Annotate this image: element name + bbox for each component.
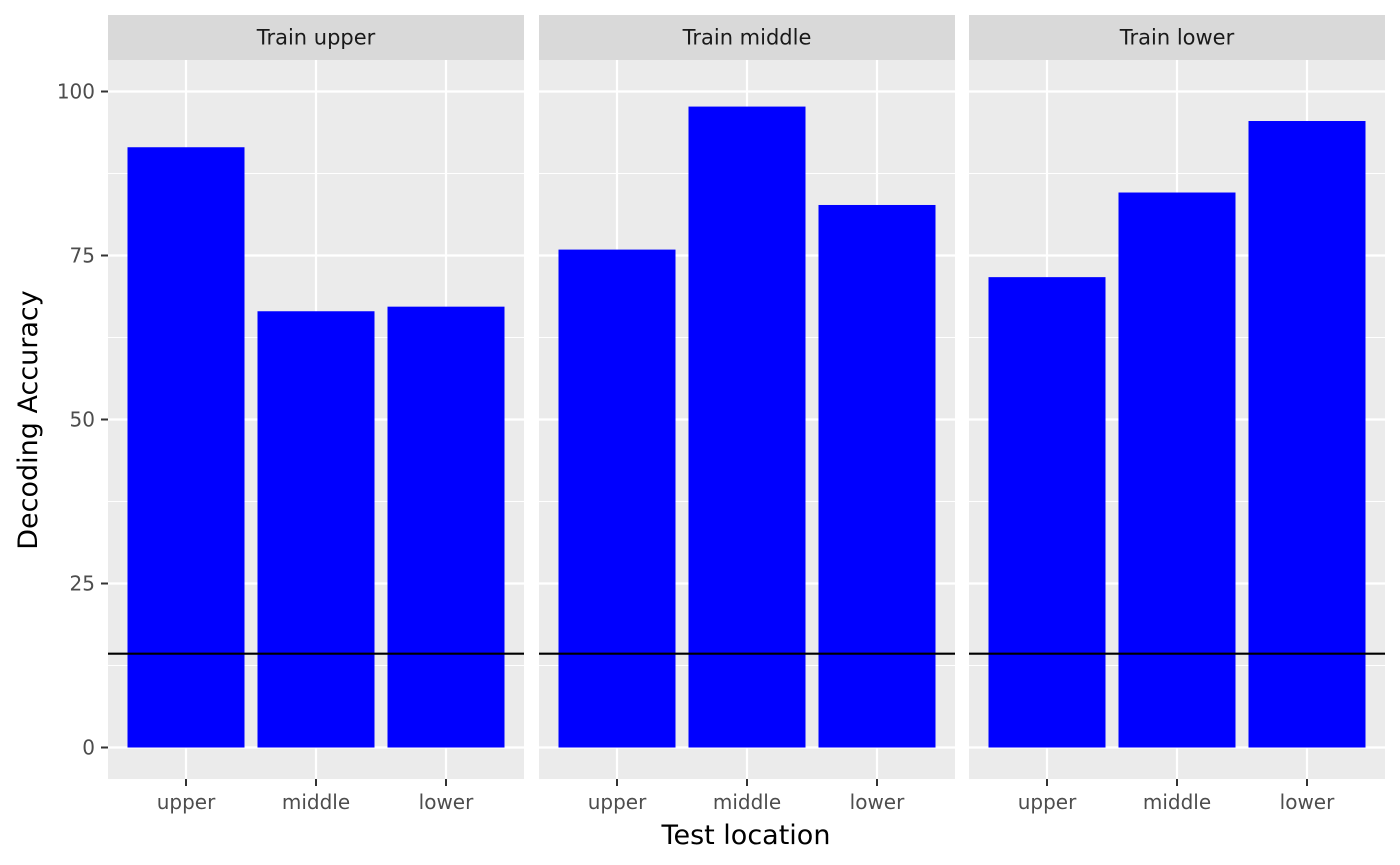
facet-strip <box>969 15 1385 60</box>
facet-strip <box>108 15 524 60</box>
x-tick-label: middle <box>1143 790 1211 814</box>
bar-lower <box>818 204 936 748</box>
facet-strip <box>539 15 955 60</box>
y-tick-label: 0 <box>82 736 95 760</box>
y-tick-label: 25 <box>70 572 95 596</box>
bar-upper <box>988 277 1106 748</box>
y-axis-title: Decoding Accuracy <box>13 290 44 550</box>
x-tick-label: middle <box>282 790 350 814</box>
bar-upper <box>558 249 676 748</box>
y-axis: 0 25 50 75 100 <box>57 79 108 760</box>
x-tick-label: upper <box>1018 790 1077 814</box>
bar-lower <box>1248 121 1366 748</box>
x-tick-label: lower <box>1280 790 1335 814</box>
bar-middle <box>688 106 806 748</box>
facet-title: Train middle <box>682 26 812 50</box>
bar-lower <box>387 306 505 748</box>
y-tick-label: 75 <box>70 243 95 267</box>
x-tick-label: lower <box>850 790 905 814</box>
bar-upper <box>127 147 245 748</box>
x-tick-label: upper <box>588 790 647 814</box>
y-tick-label: 100 <box>57 79 95 103</box>
x-axis-title: Test location <box>661 820 831 851</box>
panel-1: Train upper upper middle lower <box>108 15 524 814</box>
panels-layer: Train upper upper middle lower Train middle u… <box>108 15 1385 814</box>
panel-2: Train middle upper middle lower <box>539 15 955 814</box>
facet-title: Train lower <box>1119 26 1235 50</box>
facet-title: Train upper <box>256 26 376 50</box>
x-tick-label: upper <box>157 790 216 814</box>
bar-middle <box>257 311 375 748</box>
panel-3: Train lower upper middle lower <box>969 15 1385 814</box>
x-tick-label: lower <box>419 790 474 814</box>
bar-middle <box>1118 192 1236 748</box>
x-tick-label: middle <box>713 790 781 814</box>
y-tick-label: 50 <box>70 408 95 432</box>
